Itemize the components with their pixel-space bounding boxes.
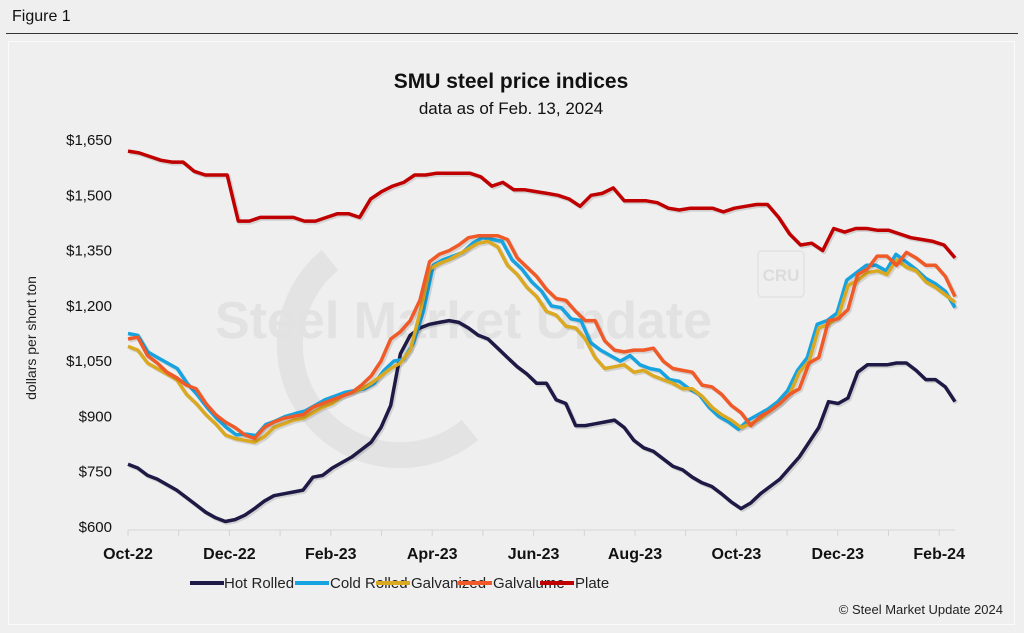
series-line-galvalume [127,234,957,441]
chart-panel [8,41,1015,625]
legend-label: Galvalume [493,575,565,592]
series-line-shadow [129,150,959,261]
x-tick-label: Dec-22 [203,546,256,563]
watermark-text: Steel Market Update [215,292,712,350]
watermark: Steel Market Update CRU [215,249,805,469]
x-tick-label: Dec-23 [812,546,865,563]
y-tick-label: $600 [79,519,112,536]
chart-subtitle: data as of Feb. 13, 2024 [419,99,603,118]
x-tick-label: Apr-23 [407,546,458,563]
legend-label: Plate [575,575,609,592]
y-tick-label: $1,500 [66,187,112,204]
legend-item-cold-rolled: Cold Rolled [295,575,408,592]
x-tick-label: Oct-22 [103,546,153,563]
series-line-cold-rolled [127,235,957,438]
series-line-shadow [128,320,959,525]
legend-item-galvanized: Galvanized [376,575,486,592]
x-tick-label: Aug-23 [608,546,662,563]
credit-text: © Steel Market Update 2024 [839,602,1003,617]
y-tick-label: $1,050 [66,353,112,370]
y-tick-label: $750 [79,464,112,481]
series-line-hot-rolled [127,318,957,524]
legend-label: Galvanized [411,575,486,592]
legend-label: Hot Rolled [224,575,294,592]
legend-item-hot-rolled: Hot Rolled [190,575,294,592]
legend-item-galvalume: Galvalume [458,575,565,592]
series-line-galvanized [127,239,957,444]
y-tick-label: $1,200 [66,298,112,315]
x-tick-label: Feb-23 [305,546,357,563]
legend-label: Cold Rolled [330,575,408,592]
chart-title: SMU steel price indices [394,70,629,93]
y-tick-label: $1,650 [66,132,112,149]
x-tick-label: Oct-23 [712,546,762,563]
x-tick-label: Jun-23 [508,546,560,563]
watermark-badge [757,250,805,298]
figure-rule [6,33,1018,34]
watermark-badge-text: CRU [763,266,800,285]
legend-item-plate: Plate [540,575,609,592]
y-tick-label: $1,350 [66,243,112,260]
figure-label: Figure 1 [12,8,71,25]
series-line-plate [127,149,957,260]
y-tick-label: $900 [79,408,112,425]
x-tick-label: Feb-24 [913,546,965,563]
watermark-swoosh [276,249,479,469]
y-axis-label: dollars per short ton [23,276,39,400]
